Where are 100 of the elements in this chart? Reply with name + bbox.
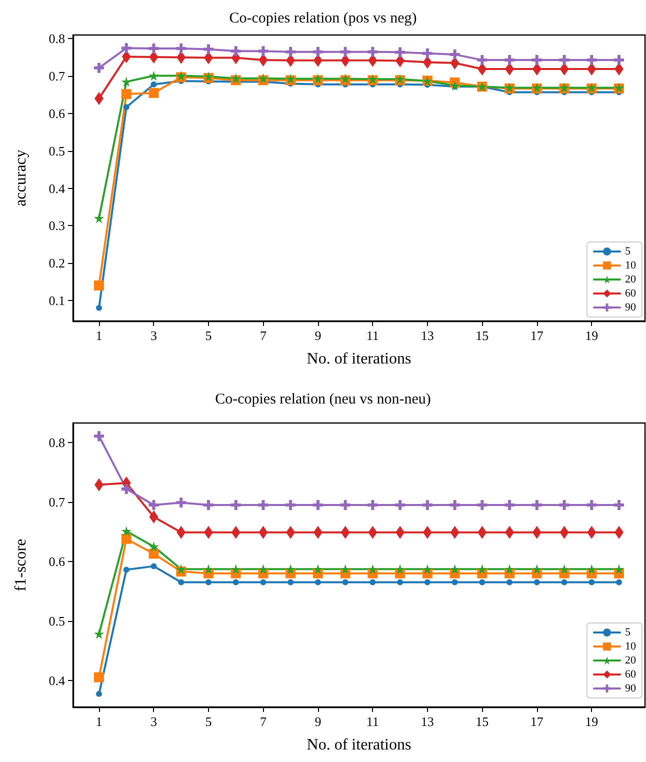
point (149, 510, 158, 524)
point (616, 579, 622, 586)
point (258, 54, 268, 67)
point (452, 579, 458, 586)
point (342, 579, 348, 586)
point (586, 500, 597, 510)
point (340, 564, 350, 574)
point (203, 44, 214, 54)
point (422, 56, 432, 69)
point (532, 526, 542, 539)
point (94, 431, 104, 442)
x-tick-label: 1 (96, 328, 102, 343)
point (176, 564, 186, 574)
point (422, 500, 432, 510)
point (121, 89, 132, 100)
point (450, 80, 460, 90)
legend-label: 10 (625, 640, 636, 652)
y-axis-title: f1-score (12, 538, 30, 592)
point (204, 51, 213, 64)
point (505, 526, 514, 539)
point (94, 628, 104, 639)
y-tick-label: 0.6 (48, 106, 66, 122)
x-tick-label: 9 (314, 328, 322, 343)
point (368, 564, 378, 574)
y-tick-label: 0.4 (48, 672, 66, 688)
legend-label: 20 (625, 654, 636, 666)
x-tick-label: 11 (366, 714, 379, 729)
point (313, 526, 322, 539)
legend-label: 60 (625, 668, 636, 680)
point (313, 54, 322, 67)
y-tick-label: 0.5 (48, 143, 65, 158)
point (150, 563, 157, 570)
point (395, 47, 406, 58)
point (561, 579, 568, 586)
point (422, 564, 432, 574)
point (230, 46, 241, 56)
legend-label: 10 (625, 260, 636, 272)
point (312, 500, 323, 510)
x-tick-label: 3 (150, 328, 157, 343)
x-tick-label: 17 (530, 714, 544, 729)
point (286, 564, 296, 574)
point (559, 500, 570, 510)
point (560, 62, 569, 76)
point (450, 56, 460, 70)
point (258, 46, 268, 56)
point (532, 55, 542, 66)
point (204, 526, 213, 539)
point (478, 526, 487, 539)
point (534, 579, 540, 586)
point (368, 500, 378, 510)
point (232, 579, 239, 586)
point (121, 484, 132, 494)
point (532, 500, 542, 510)
point (176, 526, 186, 539)
y-tick-label: 0.7 (48, 494, 66, 510)
point (94, 672, 104, 682)
point (286, 54, 296, 67)
point (203, 564, 214, 574)
point (396, 526, 405, 539)
point (506, 579, 513, 586)
x-tick-label: 15 (476, 714, 489, 729)
point (368, 526, 378, 539)
point (560, 526, 569, 539)
chart-title: Co-copies relation (neu vs non-neu) (215, 392, 431, 408)
point (148, 542, 159, 552)
point (123, 104, 130, 110)
point (614, 500, 624, 510)
y-tick-label: 0.7 (48, 68, 66, 84)
x-tick-label: 13 (420, 328, 434, 343)
y-tick-label: 0.8 (48, 435, 65, 450)
point (586, 55, 597, 66)
point (559, 55, 570, 66)
point (121, 43, 132, 54)
point (422, 526, 432, 539)
point (286, 46, 296, 57)
point (477, 55, 488, 66)
point (148, 500, 159, 510)
point (314, 579, 321, 586)
x-axis-title: No. of iterations (306, 350, 412, 368)
point (450, 49, 460, 60)
point (148, 548, 159, 559)
point (148, 43, 159, 54)
point (122, 50, 131, 64)
x-tick-label: 19 (585, 328, 598, 343)
point (614, 55, 624, 66)
point (148, 88, 159, 98)
x-tick-label: 19 (585, 714, 598, 729)
legend-label: 90 (625, 682, 636, 694)
point (395, 564, 406, 574)
point (286, 526, 296, 539)
point (121, 526, 132, 536)
point (368, 46, 378, 57)
legend-label: 5 (625, 246, 631, 258)
point (230, 500, 241, 510)
point (340, 526, 350, 539)
y-tick-label: 0.3 (48, 218, 65, 234)
point (368, 54, 378, 67)
y-tick-label: 0.4 (48, 180, 66, 196)
point (532, 62, 542, 76)
point (587, 526, 596, 539)
